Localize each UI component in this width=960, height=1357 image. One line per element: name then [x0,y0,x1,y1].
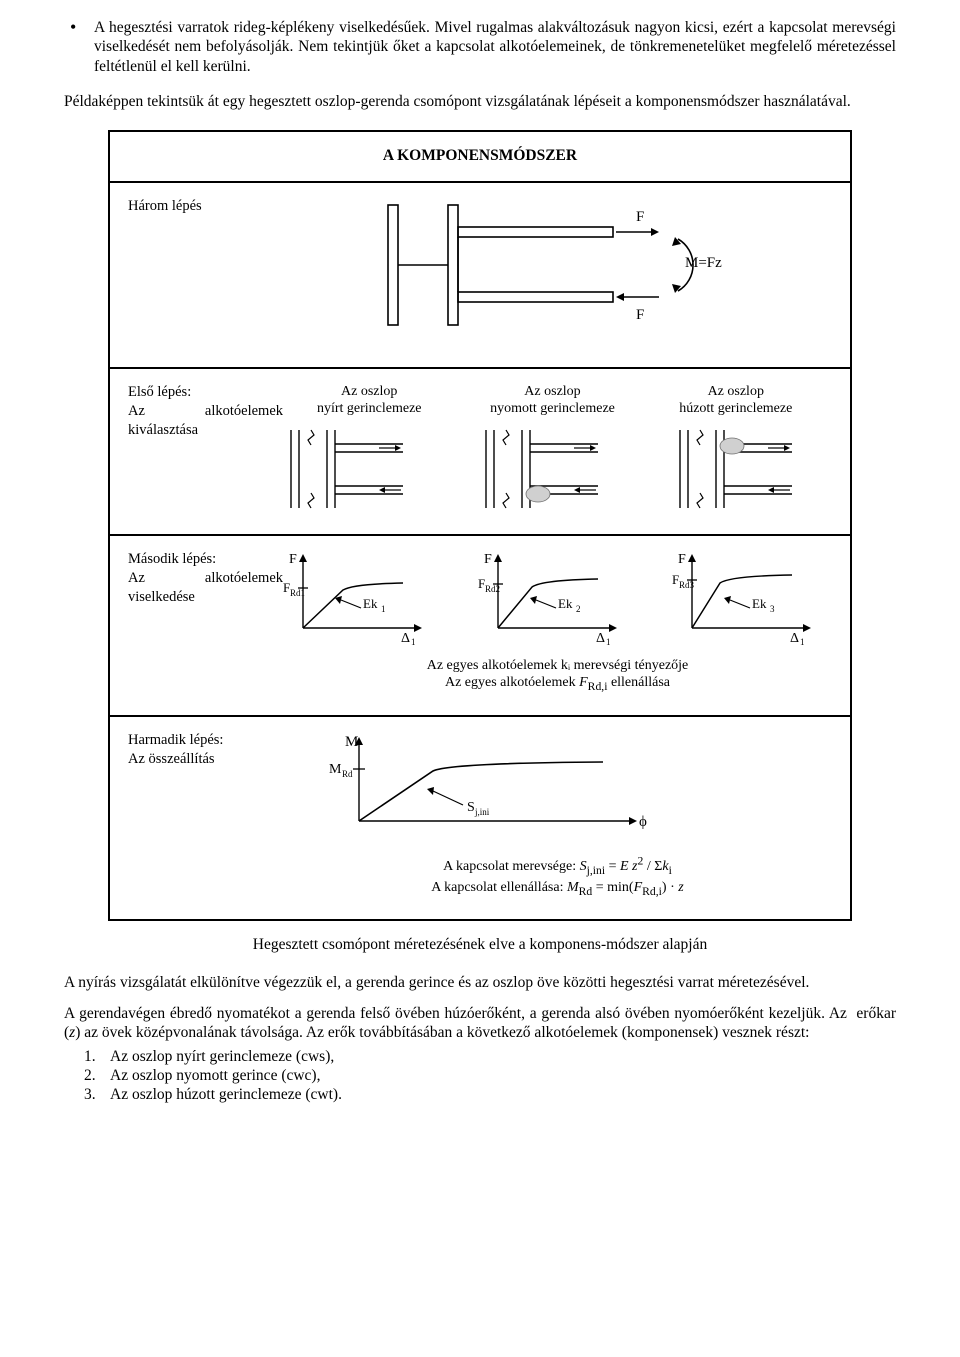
sec2-notes: Az egyes alkotóelemek kᵢ merevségi ténye… [283,657,832,695]
box-title: A KOMPONENSMÓDSZER [110,132,850,183]
sketch-tension [672,424,822,514]
sec2-label: Második lépés: Az alkotóelemek viselkedé… [128,550,283,695]
bullet-icon: • [64,18,94,36]
curve-3: F FRd3 Ek3 Δ1 [672,550,822,645]
li1: 1. Az oszlop nyírt gerinclemeze (cws), [84,1047,896,1066]
svg-text:2: 2 [576,604,581,614]
curve-1: F FRd1 Ek1 Δ1 [283,550,433,645]
svg-text:Rd: Rd [342,769,353,779]
svg-text:S: S [467,800,475,815]
box-section-step3: Harmadik lépés: Az összeállítás [110,717,850,919]
svg-text:M: M [345,734,358,750]
svg-text:Rd3: Rd3 [679,580,695,590]
sec0-label: Három lépés [128,197,283,347]
sketch-compression [478,424,628,514]
svg-text:Ek: Ek [752,596,767,611]
method-box: A KOMPONENSMÓDSZER Három lépés F [108,130,852,922]
svg-text:F: F [484,552,492,567]
li2: 2. Az oszlop nyomott gerince (cwc), [84,1066,896,1085]
svg-text:1: 1 [800,637,805,645]
box-section-overview: Három lépés F F [110,183,850,369]
moment-rotation-curve: M MRd Sj,ini ϕ [323,731,663,841]
svg-text:1: 1 [381,604,386,614]
box-section-step2: Második lépés: Az alkotóelemek viselkedé… [110,536,850,717]
box-section-step1: Első lépés: Az alkotóelemek kiválasztása… [110,369,850,536]
intro-bullet-text: A hegesztési varratok rideg-képlékeny vi… [94,18,896,76]
svg-text:Δ: Δ [790,631,799,645]
svg-text:Rd2: Rd2 [485,584,500,594]
svg-text:1: 1 [606,637,611,645]
sec1-h1: Az oszlopnyírt gerinclemeze [283,383,455,418]
svg-text:F: F [678,552,686,567]
sketch-shear [283,424,433,514]
svg-text:Ek: Ek [363,596,378,611]
svg-text:Δ: Δ [401,631,410,645]
svg-text:j,ini: j,ini [474,807,490,817]
sec1-label: Első lépés: Az alkotóelemek kiválasztása [128,383,283,514]
svg-text:Rd1: Rd1 [290,588,305,598]
sec1-h2: Az oszlopnyomott gerinclemeze [461,383,644,418]
after-p1: A nyírás vizsgálatát elkülönítve végezzü… [64,973,896,992]
svg-text:1: 1 [411,637,416,645]
sec1-h3: Az oszlophúzott gerinclemeze [650,383,822,418]
svg-text:3: 3 [770,604,775,614]
figure-caption: Hegesztett csomópont méretezésének elve … [64,935,896,954]
lead-paragraph: Példaképpen tekintsük át egy hegesztett … [64,92,896,111]
svg-text:Δ: Δ [596,631,605,645]
svg-text:Ek: Ek [558,596,573,611]
svg-text:ϕ: ϕ [639,814,647,830]
intro-bullet: • A hegesztési varratok rideg-képlékeny … [64,18,896,76]
svg-text:F: F [289,552,297,567]
sec3-label: Harmadik lépés: Az összeállítás [128,731,283,899]
curve-2: F FRd2 Ek2 Δ1 [478,550,628,645]
svg-text:M=Fz: M=Fz [685,255,722,271]
sec3-formulas: A kapcsolat merevsége: Sj,ini = E z2 / Σ… [283,855,832,899]
svg-text:F: F [636,209,644,225]
after-p2: A gerendavégen ébredő nyomatékot a geren… [64,1004,896,1043]
overview-diagram: F F M=Fz [378,197,738,347]
svg-text:F: F [636,307,644,323]
svg-text:M: M [329,762,342,777]
li3: 3. Az oszlop húzott gerinclemeze (cwt). [84,1085,896,1104]
